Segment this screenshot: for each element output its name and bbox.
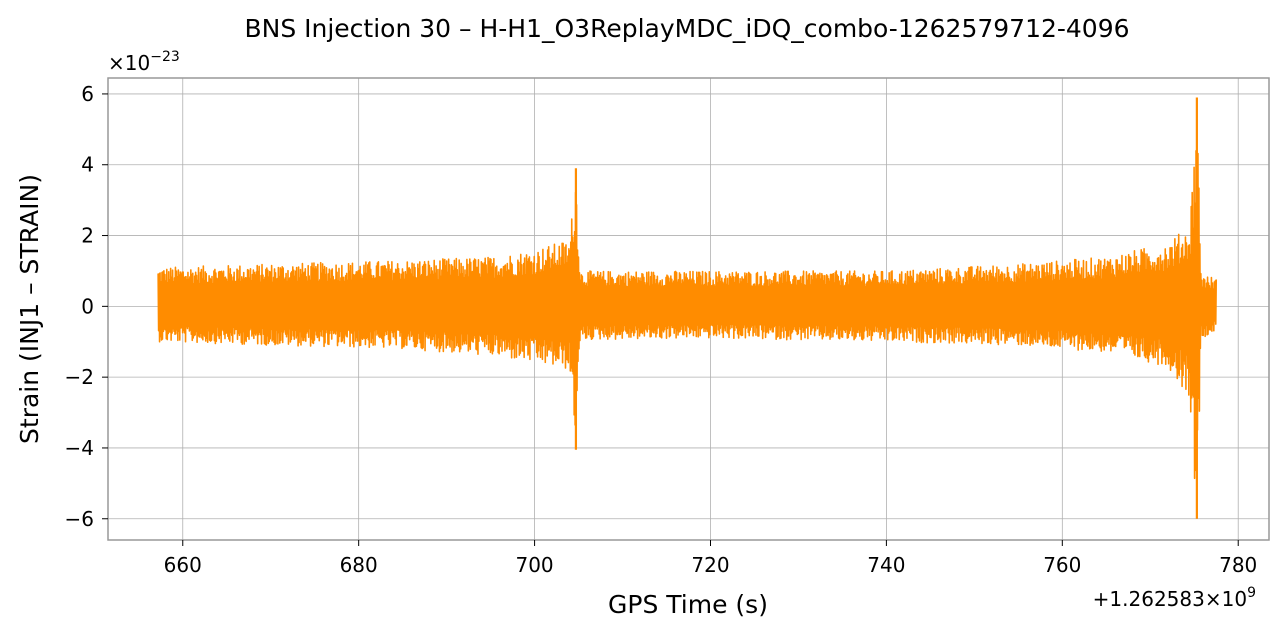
y-multiplier-exponent: −23: [150, 49, 180, 65]
plot-frame: [107, 77, 1270, 541]
y-multiplier-base: ×10: [108, 51, 150, 75]
y-axis-ticks: −6 −4 −2 0 2 4 6: [65, 82, 108, 531]
y-axis-label: Strain (INJ1 – STRAIN): [15, 174, 44, 444]
y-tick-label: 6: [81, 82, 94, 106]
x-tick-label: 700: [515, 553, 553, 577]
y-tick-label: −6: [65, 507, 94, 531]
x-axis-ticks: 660 680 700 720 740 760 780: [164, 540, 1257, 577]
strain-trace: [157, 150, 1218, 480]
y-tick-label: 0: [81, 294, 94, 318]
x-offset-exponent: 9: [1247, 585, 1256, 601]
y-tick-label: 4: [81, 153, 94, 177]
x-tick-label: 660: [164, 553, 202, 577]
y-tick-label: −4: [65, 436, 94, 460]
x-tick-label: 740: [867, 553, 905, 577]
y-tick-label: 2: [81, 224, 94, 248]
x-tick-label: 680: [340, 553, 378, 577]
x-tick-label: 760: [1043, 553, 1081, 577]
x-axis-label: GPS Time (s): [608, 590, 768, 619]
y-tick-label: −2: [65, 365, 94, 389]
chart-title: BNS Injection 30 – H-H1_O3ReplayMDC_iDQ_…: [244, 14, 1129, 43]
strain-series: [157, 97, 1218, 519]
x-offset-base: +1.262583×10: [1093, 587, 1247, 611]
x-tick-label: 780: [1219, 553, 1257, 577]
y-multiplier: ×10−23: [108, 49, 180, 75]
x-tick-label: 720: [691, 553, 729, 577]
x-offset: +1.262583×109: [1093, 585, 1256, 611]
